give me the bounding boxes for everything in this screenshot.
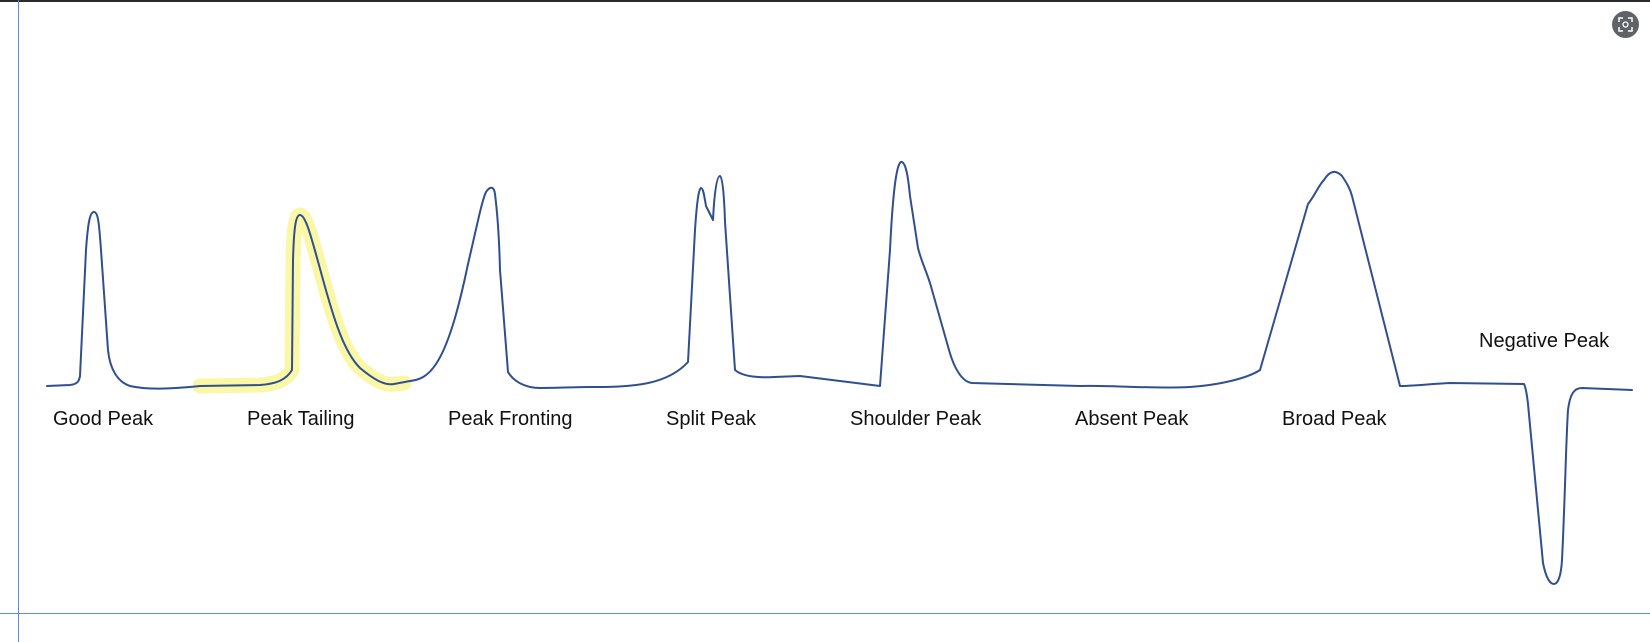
capture-frame-button[interactable] [1612,11,1639,38]
shoulder-peak-label: Shoulder Peak [850,408,982,430]
peak-tailing-highlight [192,207,412,394]
absent-peak-label: Absent Peak [1075,408,1189,430]
peak-fronting-label: Peak Fronting [448,408,573,430]
capture-frame-icon [1618,17,1633,32]
good-peak-label: Good Peak [53,408,154,430]
negative-peak-label: Negative Peak [1479,330,1610,352]
broad-peak-label: Broad Peak [1282,408,1388,430]
top-border [0,0,1650,2]
split-peak-label: Split Peak [666,408,757,430]
peak-tailing-label: Peak Tailing [247,408,354,430]
chromatogram-trace [46,161,1633,585]
vertical-guide-line [18,0,19,642]
horizontal-guide-line [0,613,1650,614]
